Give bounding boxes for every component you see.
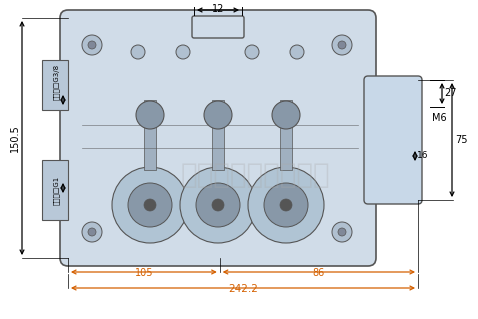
Circle shape bbox=[290, 45, 304, 59]
Text: 150.5: 150.5 bbox=[10, 124, 20, 152]
Text: 出水口□G3/8: 出水口□G3/8 bbox=[53, 64, 59, 100]
Text: 27: 27 bbox=[444, 88, 456, 98]
Circle shape bbox=[196, 183, 240, 227]
Circle shape bbox=[332, 222, 352, 242]
Circle shape bbox=[144, 199, 156, 211]
Circle shape bbox=[88, 228, 96, 236]
Text: 进水口□G1: 进水口□G1 bbox=[53, 175, 59, 204]
Text: 105: 105 bbox=[135, 268, 153, 278]
Bar bbox=[42, 60, 68, 110]
Bar bbox=[42, 160, 68, 220]
Circle shape bbox=[245, 45, 259, 59]
Circle shape bbox=[176, 45, 190, 59]
Bar bbox=[212, 100, 224, 170]
FancyBboxPatch shape bbox=[60, 10, 376, 266]
Circle shape bbox=[131, 45, 145, 59]
Circle shape bbox=[338, 228, 346, 236]
FancyBboxPatch shape bbox=[192, 16, 244, 38]
Text: 86: 86 bbox=[313, 268, 325, 278]
Text: 75: 75 bbox=[455, 135, 467, 145]
Circle shape bbox=[338, 41, 346, 49]
Circle shape bbox=[82, 222, 102, 242]
Circle shape bbox=[280, 199, 292, 211]
Circle shape bbox=[272, 101, 300, 129]
Text: 242.2: 242.2 bbox=[228, 284, 258, 294]
Circle shape bbox=[248, 167, 324, 243]
Circle shape bbox=[112, 167, 188, 243]
Text: 16: 16 bbox=[417, 152, 428, 160]
FancyBboxPatch shape bbox=[364, 76, 422, 204]
Circle shape bbox=[180, 167, 256, 243]
Circle shape bbox=[128, 183, 172, 227]
Text: 12: 12 bbox=[212, 4, 224, 14]
Circle shape bbox=[332, 35, 352, 55]
Bar bbox=[280, 100, 292, 170]
Text: 平机械设备有限公司: 平机械设备有限公司 bbox=[180, 161, 330, 189]
Circle shape bbox=[136, 101, 164, 129]
Text: M6: M6 bbox=[432, 113, 446, 123]
Circle shape bbox=[204, 101, 232, 129]
Bar bbox=[144, 100, 156, 170]
Circle shape bbox=[82, 35, 102, 55]
Circle shape bbox=[212, 199, 224, 211]
Circle shape bbox=[88, 41, 96, 49]
Circle shape bbox=[264, 183, 308, 227]
